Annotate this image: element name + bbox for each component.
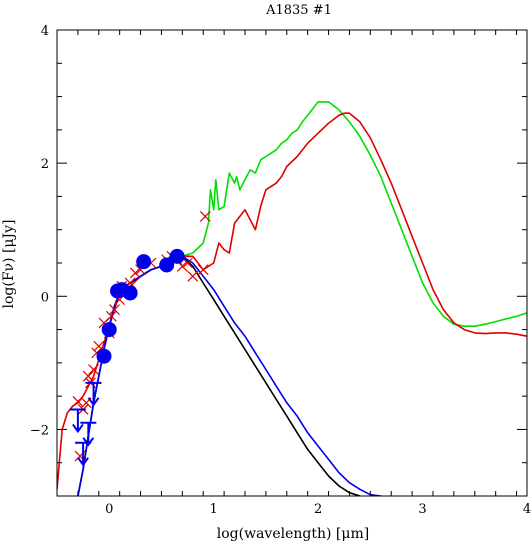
x-tick-label: 1 (210, 502, 218, 517)
upper-limit-arrow (85, 381, 102, 407)
y-axis-label: log(Fν) [μJy] (1, 219, 17, 308)
x-axis-label: log(wavelength) [μm] (217, 526, 369, 542)
y-tick-label: 2 (41, 157, 49, 172)
data-point (122, 285, 138, 301)
chart-title: A1835 #1 (265, 3, 332, 18)
cross-marker (82, 370, 94, 382)
y-tick-label: 0 (41, 290, 49, 305)
data-point (169, 248, 185, 264)
y-tick-label: −2 (30, 423, 49, 438)
cross-marker (105, 310, 117, 322)
cross-marker (182, 257, 193, 269)
model-line-1 (57, 112, 527, 490)
cross-marker (199, 210, 211, 222)
cross-marker (197, 264, 209, 276)
upper-limit-arrow (80, 421, 97, 447)
series-layer (57, 101, 527, 496)
x-tick-label: 4 (523, 502, 531, 517)
model-line-0 (77, 101, 527, 496)
x-tick-label: 0 (105, 502, 113, 517)
data-point (101, 322, 117, 338)
cross-marker (88, 364, 99, 375)
data-point (96, 348, 112, 364)
cross-marker (129, 267, 141, 279)
data-point (159, 257, 175, 273)
plot-frame (56, 29, 528, 497)
x-tick-label: 2 (314, 502, 322, 517)
axes-layer: 0 1 2 3 4 −2 0 2 4 (30, 24, 531, 517)
data-point (136, 254, 152, 270)
x-tick-label: 3 (418, 502, 426, 517)
cross-marker (187, 270, 199, 282)
upper-limit-arrow (69, 408, 86, 434)
cross-marker (109, 304, 120, 316)
y-tick-label: 4 (41, 24, 49, 39)
